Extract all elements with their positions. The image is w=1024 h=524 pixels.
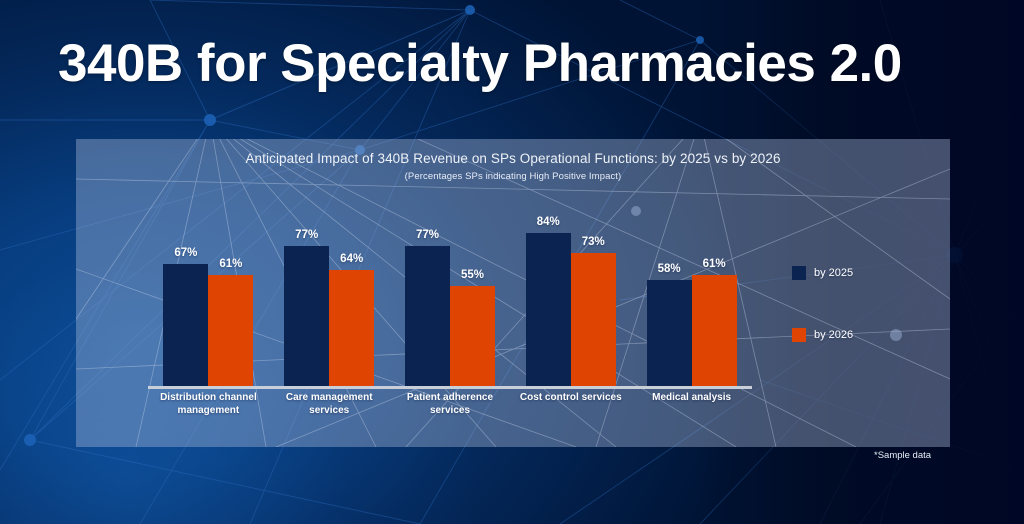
bar-by-2026[interactable]: 64%: [329, 253, 375, 386]
legend-label-by-2026: by 2026: [814, 329, 854, 341]
category-label: Care management services: [285, 392, 373, 416]
category-label: Patient adherence services: [406, 392, 494, 416]
bar-value-label: 64%: [340, 252, 364, 265]
bar-value-label: 58%: [657, 263, 681, 276]
category-label: Cost control services: [519, 392, 622, 403]
legend-item-by-2025[interactable]: by 2025: [792, 266, 853, 280]
bar-by-2025[interactable]: 67%: [163, 247, 209, 386]
category-label: Distribution channel management: [160, 392, 257, 416]
bar-by-2025[interactable]: 84%: [525, 216, 571, 386]
legend-label-by-2025: by 2025: [814, 267, 854, 279]
legend-swatch-by-2025: [792, 266, 806, 280]
x-axis-line: [148, 386, 752, 389]
bar-value-label: 55%: [460, 268, 484, 281]
chart-title: Anticipated Impact of 340B Revenue on SP…: [245, 151, 781, 166]
bar-group: 67% 61%: [148, 199, 269, 386]
bar-value-label: 61%: [702, 257, 726, 270]
bar-groups: 67% 61% 77% 64% 77% 55% 84% 73% 58% 61%: [148, 199, 752, 386]
bar-value-label: 73%: [581, 236, 605, 249]
bar-value-label: 67%: [174, 247, 198, 260]
background-right-vignette: [694, 0, 1024, 524]
bar-value-label: 84%: [536, 216, 560, 229]
bar-by-2026[interactable]: 55%: [449, 269, 495, 386]
legend-swatch-by-2026: [792, 328, 806, 342]
category-label: Medical analysis: [652, 392, 732, 403]
bar-group: 84% 73%: [510, 199, 631, 386]
category-labels: Distribution channel management Care mana…: [148, 392, 752, 417]
bar-value-label: 77%: [295, 228, 319, 241]
bar-by-2026[interactable]: 61%: [208, 258, 254, 386]
page-title: 340B for Specialty Pharmacies 2.0: [58, 34, 902, 93]
bar-group: 58% 61%: [631, 199, 752, 386]
plot-area: 67% 61% 77% 64% 77% 55% 84% 73% 58% 61%: [148, 199, 752, 389]
legend-item-by-2026[interactable]: by 2026: [792, 328, 853, 342]
footnote: *Sample data: [874, 450, 932, 461]
chart-legend: by 2025 by 2026: [792, 266, 853, 390]
bar-by-2026[interactable]: 73%: [570, 236, 616, 386]
chart-subtitle: (Percentages SPs indicating High Positiv…: [404, 171, 622, 182]
bar-by-2025[interactable]: 58%: [646, 263, 692, 386]
bar-by-2025[interactable]: 77%: [404, 229, 450, 386]
bar-by-2026[interactable]: 61%: [691, 258, 737, 386]
bar-by-2025[interactable]: 77%: [284, 229, 330, 386]
bar-value-label: 61%: [219, 257, 243, 270]
chart-panel: Anticipated Impact of 340B Revenue on SP…: [76, 139, 950, 447]
bar-value-label: 77%: [415, 228, 439, 241]
bar-group: 77% 55%: [390, 199, 511, 386]
bar-group: 77% 64%: [269, 199, 390, 386]
